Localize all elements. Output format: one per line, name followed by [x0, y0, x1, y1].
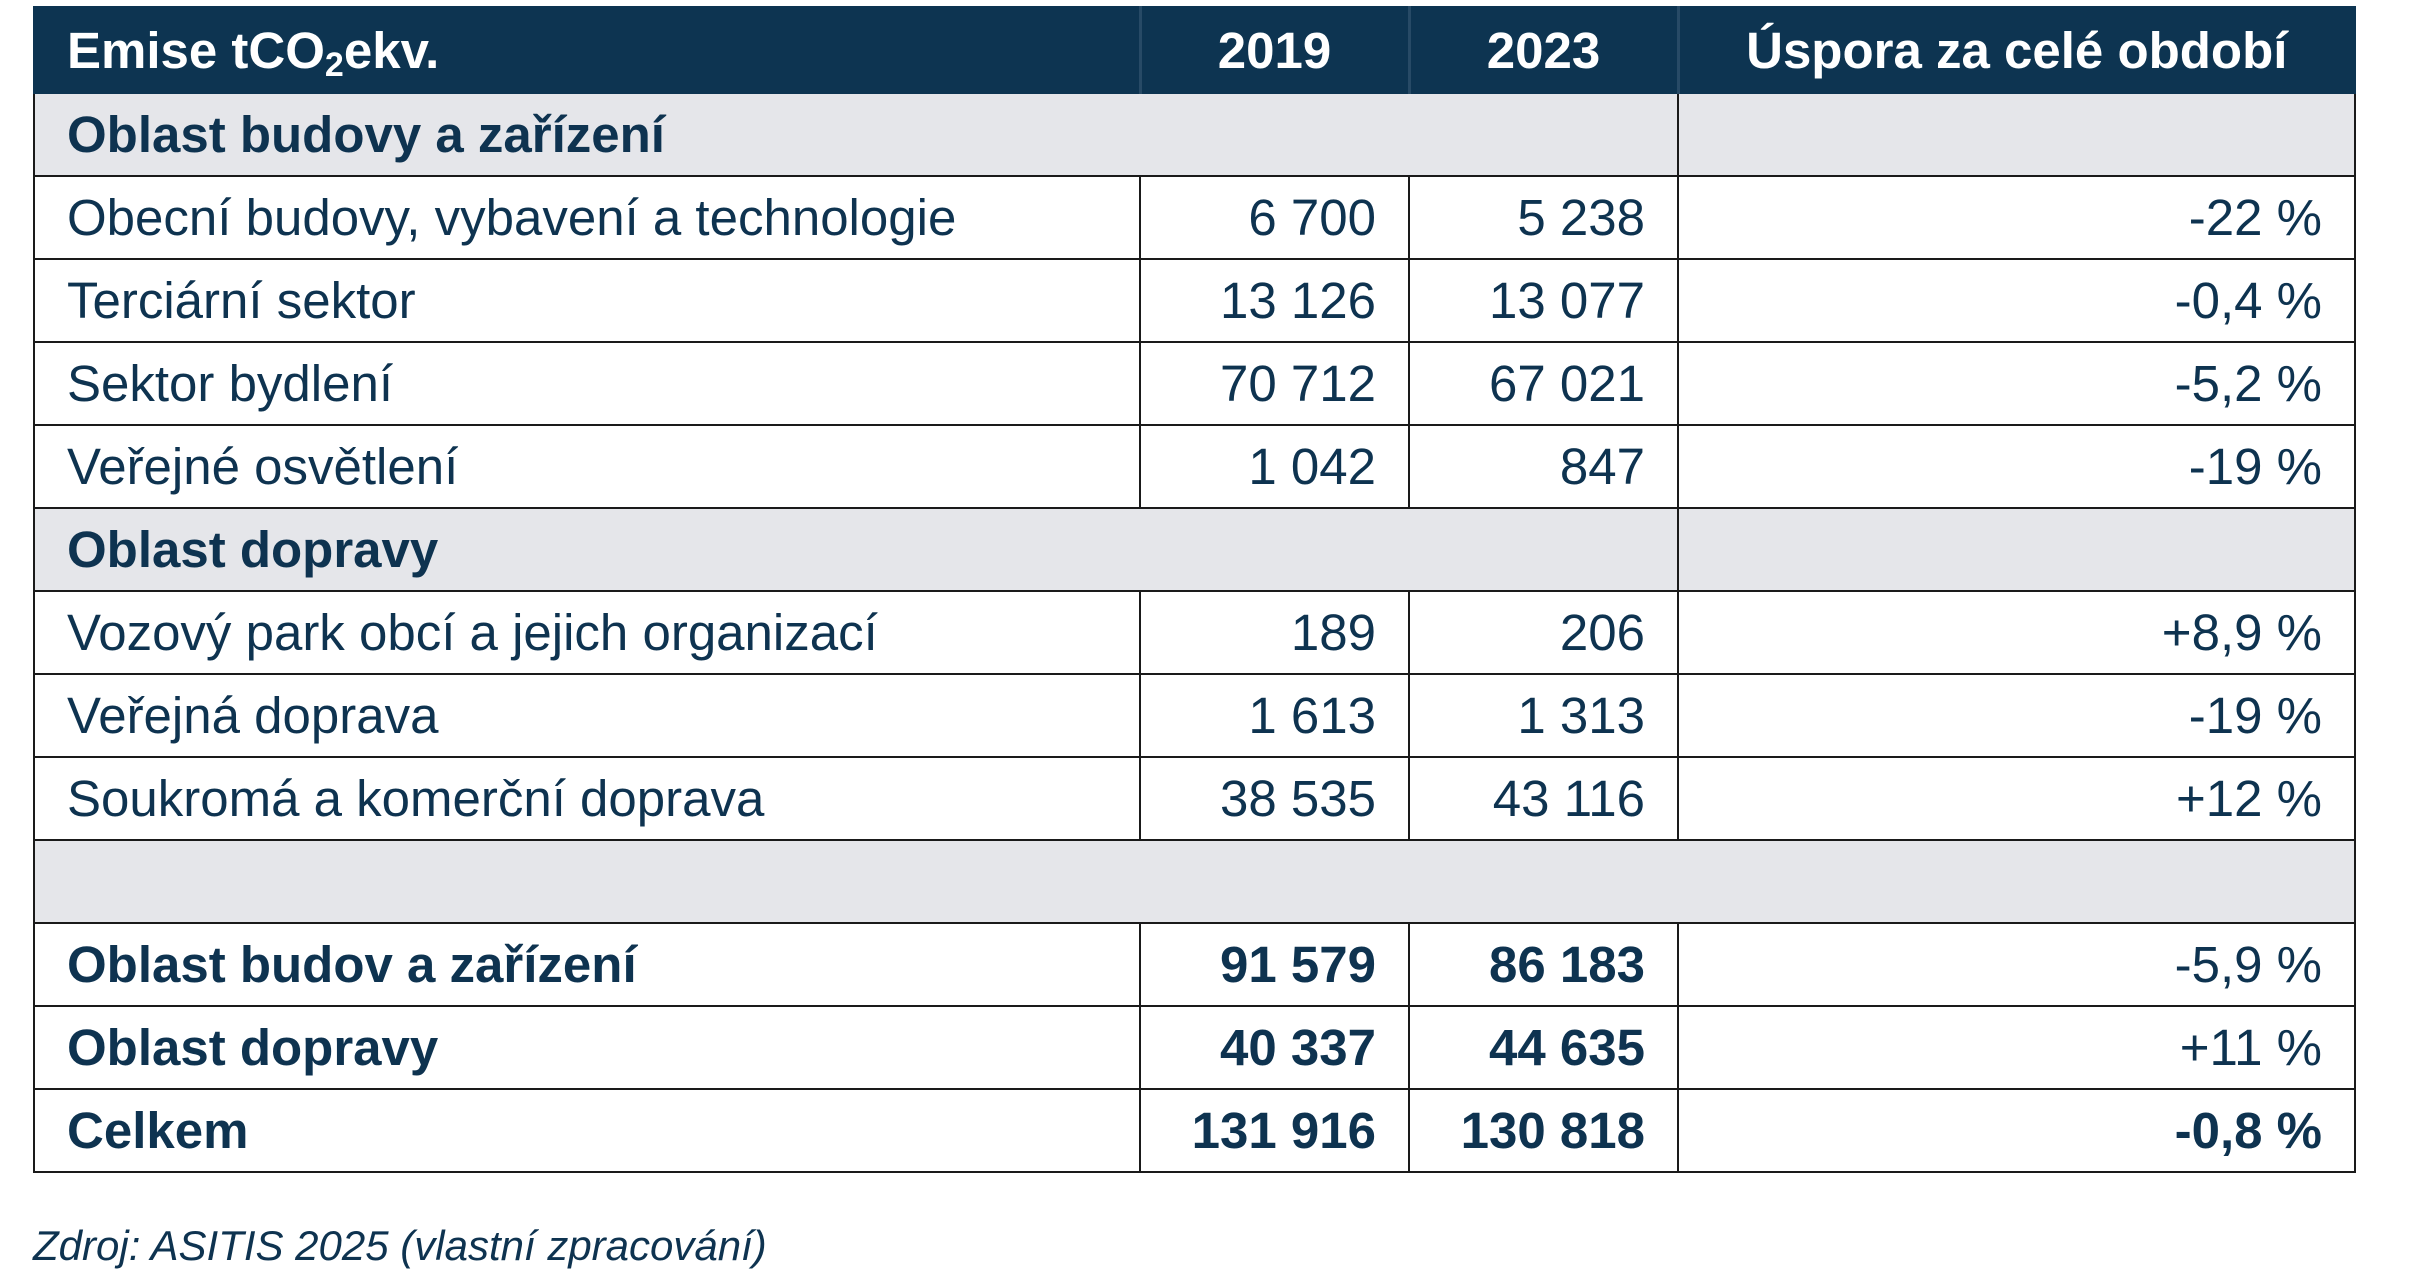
- total-row: Oblast budov a zařízení 91 579 86 183 -5…: [33, 922, 2356, 1007]
- change-value: -0,4 %: [1677, 258, 2356, 343]
- value-2019: 13 126: [1139, 258, 1410, 343]
- grand-total-change: -0,8 %: [1677, 1088, 2356, 1173]
- header-year-2023: 2023: [1408, 6, 1680, 94]
- row-label: Sektor bydlení: [33, 341, 1141, 426]
- row-label: Veřejná doprava: [33, 673, 1141, 758]
- value-2019: 38 535: [1139, 756, 1410, 841]
- row-label: Soukromá a komerční doprava: [33, 756, 1141, 841]
- value-2023: 847: [1408, 424, 1679, 509]
- row-label: Veřejné osvětlení: [33, 424, 1141, 509]
- header-label-prefix: Emise tCO: [67, 21, 325, 79]
- value-2023: 1 313: [1408, 673, 1679, 758]
- grand-total-label: Celkem: [33, 1088, 1141, 1173]
- header-saving: Úspora za celé období: [1677, 6, 2356, 94]
- change-value: +8,9 %: [1677, 590, 2356, 675]
- header-row: Emise tCO2ekv. 2019 2023 Úspora za celé …: [33, 6, 2356, 94]
- value-2019: 70 712: [1139, 341, 1410, 426]
- value-2019: 189: [1139, 590, 1410, 675]
- total-label: Oblast dopravy: [33, 1005, 1141, 1090]
- section-title: Oblast budovy a zařízení: [33, 92, 1679, 177]
- total-2023: 86 183: [1408, 922, 1679, 1007]
- value-2023: 5 238: [1408, 175, 1679, 260]
- table-row: Obecní budovy, vybavení a technologie 6 …: [33, 175, 2356, 260]
- row-label: Obecní budovy, vybavení a technologie: [33, 175, 1141, 260]
- value-2023: 67 021: [1408, 341, 1679, 426]
- grand-total-2019: 131 916: [1139, 1088, 1410, 1173]
- value-2019: 6 700: [1139, 175, 1410, 260]
- header-label-subscript: 2: [324, 45, 344, 84]
- grand-total-2023: 130 818: [1408, 1088, 1679, 1173]
- section-empty-cell: [1677, 507, 2356, 592]
- value-2023: 43 116: [1408, 756, 1679, 841]
- row-label: Terciární sektor: [33, 258, 1141, 343]
- total-change: +11 %: [1677, 1005, 2356, 1090]
- grand-total-row: Celkem 131 916 130 818 -0,8 %: [33, 1088, 2356, 1173]
- value-2023: 206: [1408, 590, 1679, 675]
- table-row: Soukromá a komerční doprava 38 535 43 11…: [33, 756, 2356, 841]
- change-value: -5,2 %: [1677, 341, 2356, 426]
- total-row: Oblast dopravy 40 337 44 635 +11 %: [33, 1005, 2356, 1090]
- section-row-transport: Oblast dopravy: [33, 507, 2356, 592]
- source-note: Zdroj: ASITIS 2025 (vlastní zpracování): [33, 1222, 767, 1269]
- table-row: Veřejná doprava 1 613 1 313 -19 %: [33, 673, 2356, 758]
- section-empty-cell: [1677, 92, 2356, 177]
- change-value: -19 %: [1677, 673, 2356, 758]
- total-label: Oblast budov a zařízení: [33, 922, 1141, 1007]
- header-emissions-label: Emise tCO2ekv.: [33, 6, 1142, 94]
- table-row: Veřejné osvětlení 1 042 847 -19 %: [33, 424, 2356, 509]
- table-row: Sektor bydlení 70 712 67 021 -5,2 %: [33, 341, 2356, 426]
- spacer-row: [33, 839, 2356, 924]
- total-2023: 44 635: [1408, 1005, 1679, 1090]
- emissions-table: Emise tCO2ekv. 2019 2023 Úspora za celé …: [33, 6, 2356, 1173]
- spacer-cell: [33, 839, 2356, 924]
- value-2019: 1 613: [1139, 673, 1410, 758]
- total-change: -5,9 %: [1677, 922, 2356, 1007]
- total-2019: 91 579: [1139, 922, 1410, 1007]
- header-label-suffix: ekv.: [343, 21, 440, 79]
- value-2019: 1 042: [1139, 424, 1410, 509]
- section-row-buildings: Oblast budovy a zařízení: [33, 92, 2356, 177]
- section-title: Oblast dopravy: [33, 507, 1679, 592]
- value-2023: 13 077: [1408, 258, 1679, 343]
- table-row: Terciární sektor 13 126 13 077 -0,4 %: [33, 258, 2356, 343]
- row-label: Vozový park obcí a jejich organizací: [33, 590, 1141, 675]
- change-value: +12 %: [1677, 756, 2356, 841]
- change-value: -19 %: [1677, 424, 2356, 509]
- change-value: -22 %: [1677, 175, 2356, 260]
- header-year-2019: 2019: [1139, 6, 1411, 94]
- table-row: Vozový park obcí a jejich organizací 189…: [33, 590, 2356, 675]
- total-2019: 40 337: [1139, 1005, 1410, 1090]
